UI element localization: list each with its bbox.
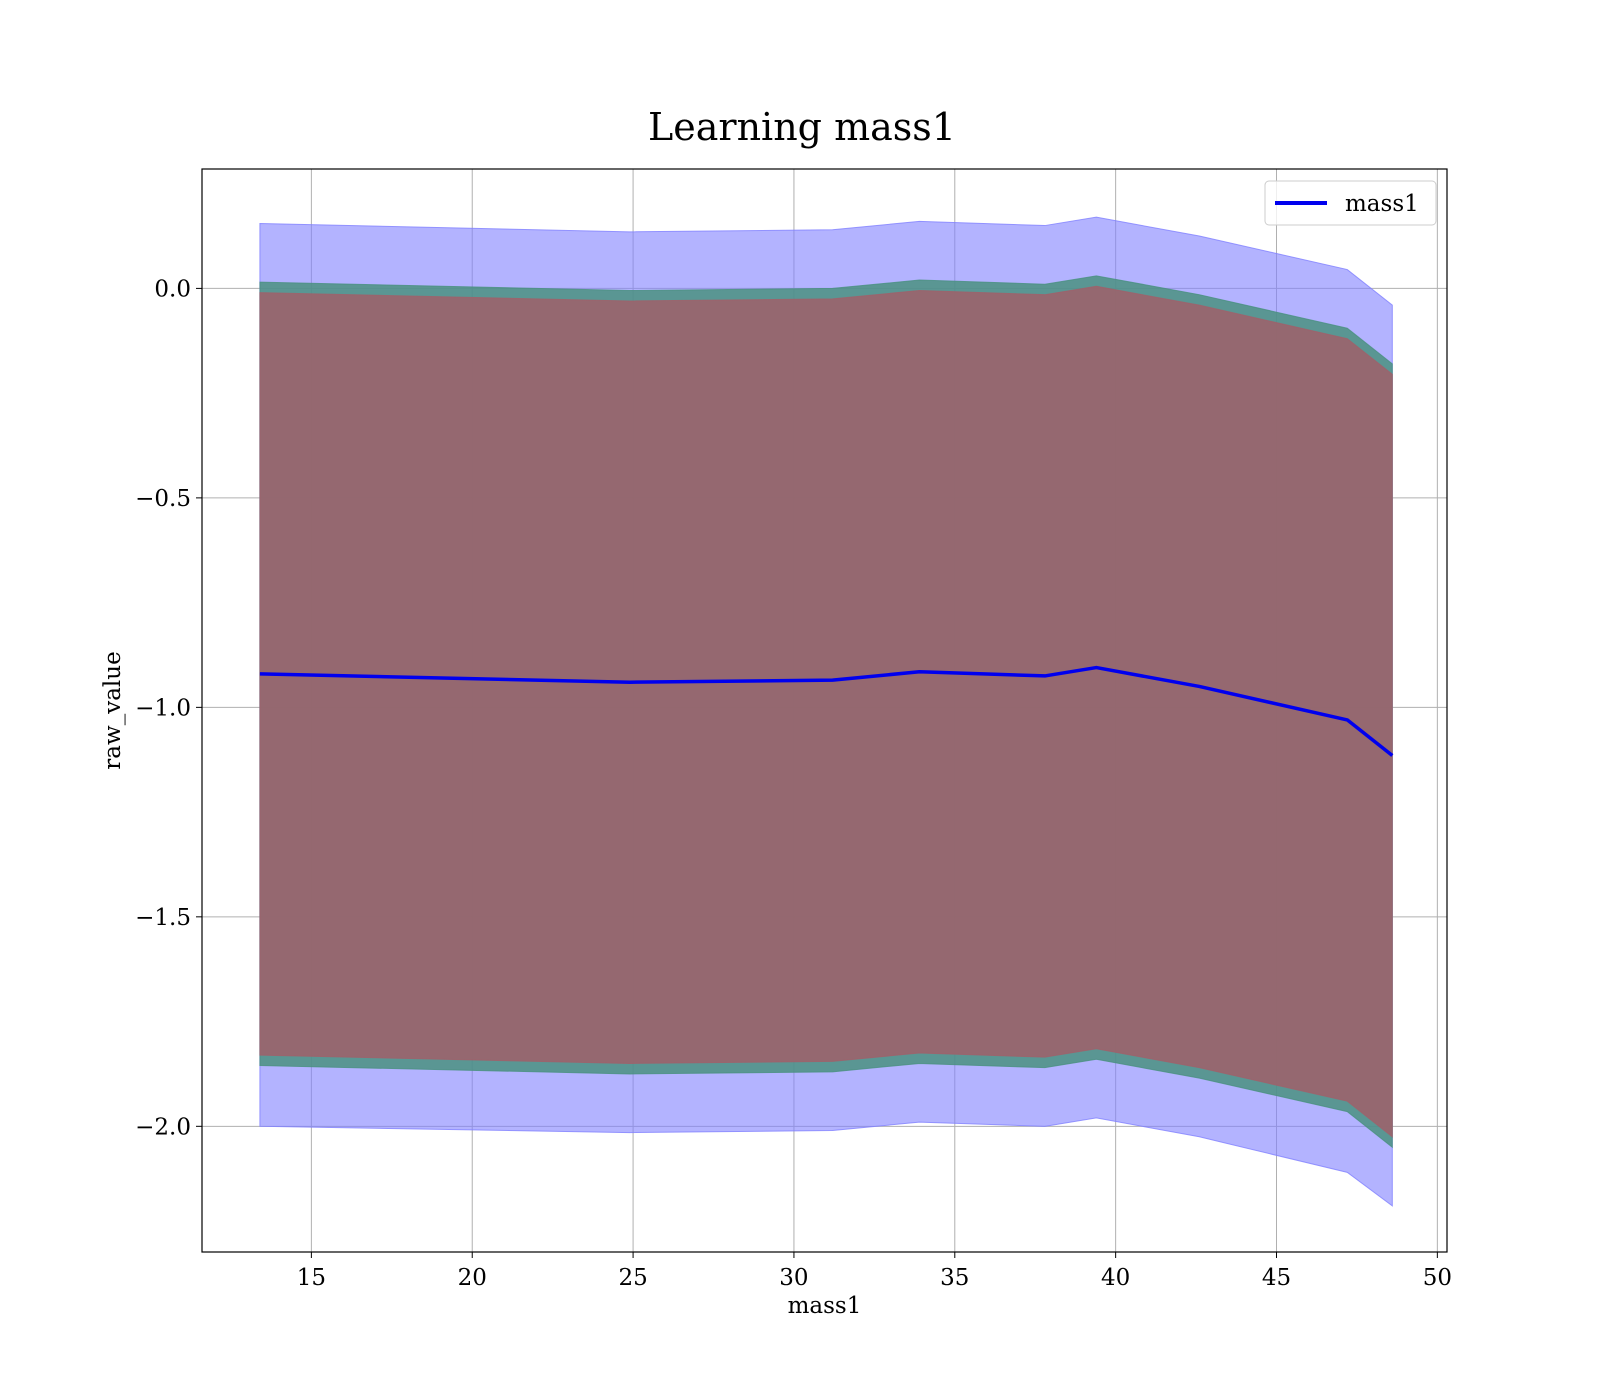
x-tick-label: 50 bbox=[1423, 1265, 1452, 1291]
plot-area bbox=[201, 168, 1448, 1253]
y-tick-label: −1.0 bbox=[135, 695, 191, 721]
legend: mass1 bbox=[1264, 180, 1437, 226]
y-tick-label: 0.0 bbox=[154, 276, 191, 302]
y-tick-label: −0.5 bbox=[135, 486, 191, 512]
x-tick-label: 15 bbox=[297, 1265, 326, 1291]
legend-box bbox=[1264, 180, 1437, 226]
y-axis: 0.0 −0.5 −1.0 −1.5 −2.0 bbox=[135, 276, 202, 1140]
x-tick-label: 35 bbox=[940, 1265, 969, 1291]
series-lines bbox=[259, 665, 1394, 757]
x-axis-label: mass1 bbox=[788, 1293, 862, 1319]
plot-frame bbox=[201, 168, 1448, 1253]
x-tick-label: 40 bbox=[1101, 1265, 1130, 1291]
x-tick-label: 20 bbox=[458, 1265, 487, 1291]
y-tick-label: −1.5 bbox=[135, 905, 191, 931]
legend-label: mass1 bbox=[1345, 191, 1419, 217]
x-tick-label: 25 bbox=[618, 1265, 647, 1291]
chart-title: Learning mass1 bbox=[648, 105, 956, 149]
x-axis: 15 20 25 30 35 40 45 50 bbox=[297, 1252, 1452, 1291]
confidence-band-2 bbox=[259, 285, 1393, 1138]
y-axis-label: raw_value bbox=[100, 651, 126, 769]
x-tick-label: 45 bbox=[1262, 1265, 1291, 1291]
confidence-bands bbox=[259, 216, 1393, 1207]
x-tick-label: 30 bbox=[779, 1265, 808, 1291]
y-tick-label: −2.0 bbox=[135, 1114, 191, 1140]
